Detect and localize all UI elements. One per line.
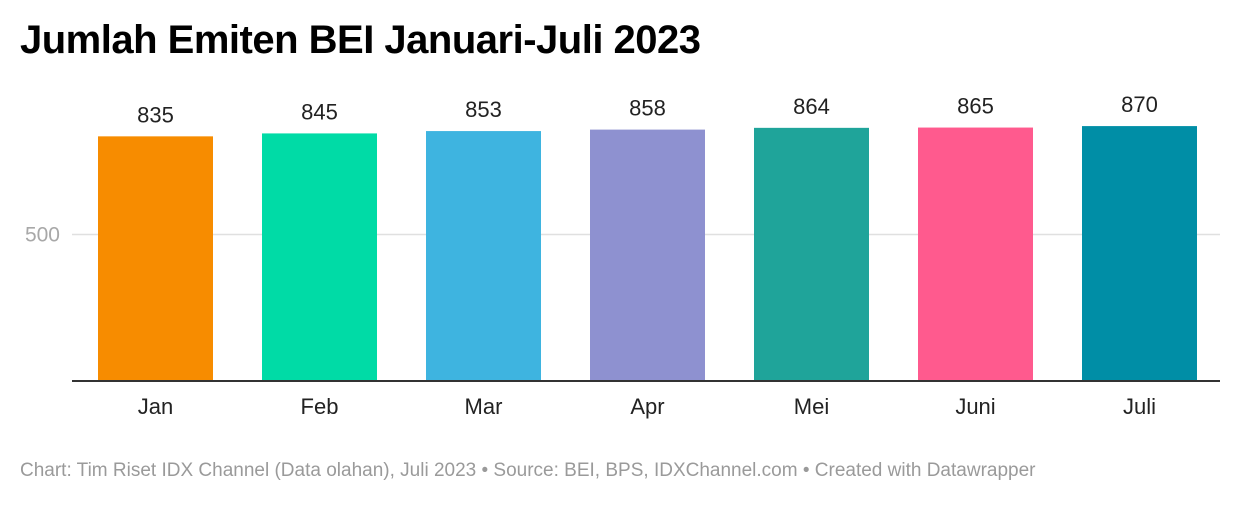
bar-juli: [1082, 126, 1197, 381]
bar-mar: [426, 131, 541, 381]
bar-apr: [590, 129, 705, 381]
x-tick-label-mei: Mei: [794, 394, 829, 419]
x-tick-label-feb: Feb: [301, 394, 339, 419]
bars: [98, 126, 1197, 382]
value-label-mei: 864: [793, 94, 830, 119]
bar-juni: [918, 127, 1033, 382]
value-label-apr: 858: [629, 96, 666, 121]
y-tick-label: 500: [25, 224, 60, 247]
value-label-feb: 845: [301, 99, 338, 124]
value-label-jan: 835: [137, 102, 174, 127]
x-tick-label-juli: Juli: [1123, 394, 1156, 419]
x-tick-label-jan: Jan: [138, 394, 173, 419]
labels: 500 835 Jan 845 Feb 853 Mar 858 Apr 864 Mei 865 Juni…: [25, 92, 1158, 419]
chart-title: Jumlah Emiten BEI Januari-Juli 2023: [20, 18, 701, 62]
value-label-juli: 870: [1121, 92, 1158, 117]
value-label-mar: 853: [465, 97, 502, 122]
value-label-juni: 865: [957, 94, 994, 119]
chart-footer: Chart: Tim Riset IDX Channel (Data olaha…: [20, 460, 1036, 481]
x-tick-label-mar: Mar: [465, 394, 503, 419]
bar-feb: [262, 133, 377, 381]
bar-jan: [98, 136, 213, 381]
x-tick-label-apr: Apr: [630, 394, 664, 419]
bar-mei: [754, 127, 869, 382]
x-tick-label-juni: Juni: [955, 394, 995, 419]
